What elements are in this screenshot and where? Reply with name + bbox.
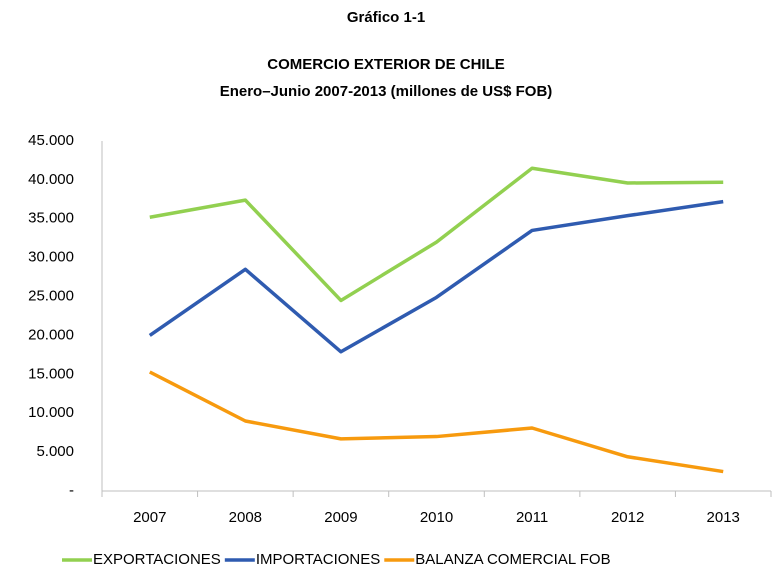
y-tick-label: 30.000 xyxy=(28,249,74,266)
x-tick-label: 2012 xyxy=(611,509,644,526)
y-tick-label: 40.000 xyxy=(28,171,74,188)
series-line xyxy=(148,370,724,474)
legend-label: BALANZA COMERCIAL FOB xyxy=(415,551,610,568)
y-tick-label: 25.000 xyxy=(28,288,74,305)
y-tick-label: - xyxy=(69,482,74,499)
y-tick-label: 15.000 xyxy=(28,365,74,382)
x-tick-label: 2008 xyxy=(229,509,262,526)
series-line xyxy=(149,166,724,303)
chart-subtitle: Enero–Junio 2007-2013 (millones de US$ F… xyxy=(220,83,553,100)
x-tick-label: 2007 xyxy=(133,509,166,526)
x-tick-label: 2013 xyxy=(707,509,740,526)
y-tick-label: 10.000 xyxy=(28,404,74,421)
y-tick-label: 5.000 xyxy=(36,443,74,460)
series-line xyxy=(148,199,724,354)
x-tick-label: 2009 xyxy=(324,509,357,526)
chart-title: Gráfico 1-1 xyxy=(347,9,425,26)
y-tick-label: 45.000 xyxy=(28,132,74,149)
x-tick-label: 2011 xyxy=(516,509,548,526)
legend-label: IMPORTACIONES xyxy=(256,551,380,568)
y-tick-label: 35.000 xyxy=(28,210,74,227)
chart-subtitle: COMERCIO EXTERIOR DE CHILE xyxy=(267,56,505,73)
legend-label: EXPORTACIONES xyxy=(93,551,221,568)
x-tick-label: 2010 xyxy=(420,509,453,526)
y-tick-label: 20.000 xyxy=(28,326,74,343)
